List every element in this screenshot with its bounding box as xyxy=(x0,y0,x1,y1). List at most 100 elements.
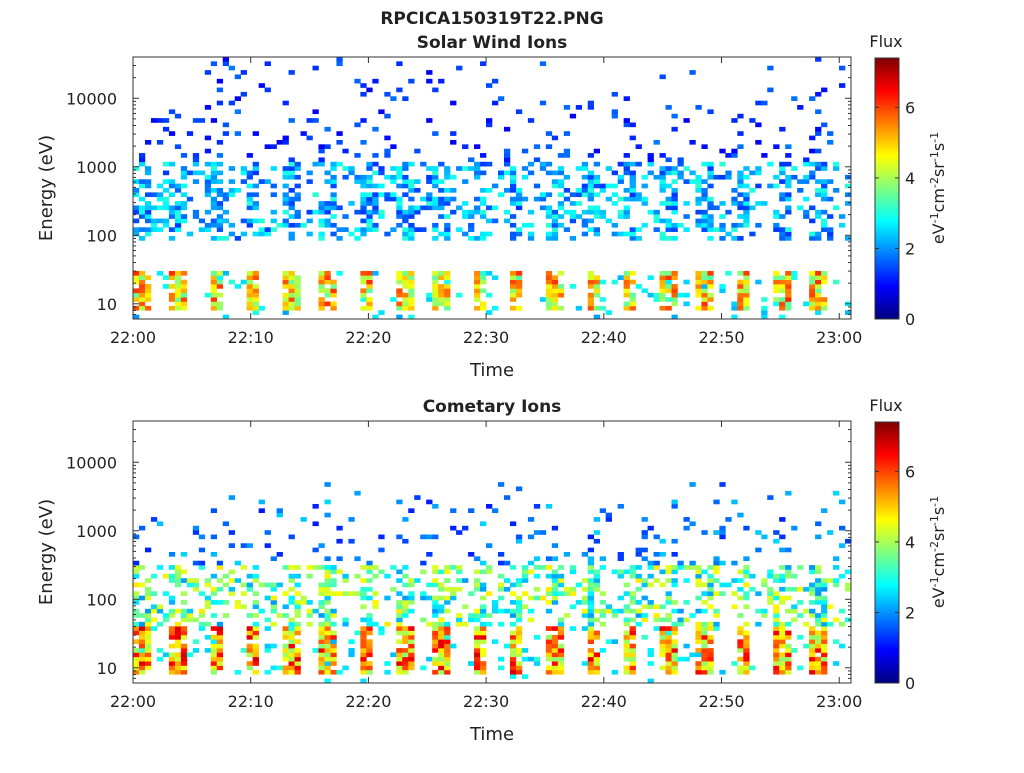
heatmap-cell xyxy=(839,83,846,88)
heatmap-cell xyxy=(432,578,439,583)
heatmap-cell xyxy=(503,586,511,592)
heatmap-cell xyxy=(695,630,702,636)
heatmap-cell xyxy=(252,270,259,276)
heatmap-cell xyxy=(384,91,391,97)
heatmap-cell xyxy=(264,648,271,653)
heatmap-cell xyxy=(539,530,547,535)
heatmap-cell xyxy=(402,600,409,605)
heatmap-cell xyxy=(779,586,786,592)
heatmap-cell xyxy=(372,196,379,202)
heatmap-cell xyxy=(402,275,409,280)
heatmap-cell xyxy=(599,183,606,189)
heatmap-cell xyxy=(629,573,636,579)
heatmap-cell xyxy=(486,270,493,276)
heatmap-cell xyxy=(815,656,822,662)
heatmap-cell xyxy=(138,652,146,658)
heatmap-cell xyxy=(144,643,152,649)
heatmap-cell xyxy=(701,305,708,311)
heatmap-cell xyxy=(545,170,553,176)
heatmap-cell xyxy=(162,179,170,184)
heatmap-cell xyxy=(785,284,792,289)
heatmap-cell xyxy=(300,131,307,136)
heatmap-cell xyxy=(240,231,247,237)
heatmap-cell xyxy=(324,678,331,684)
heatmap-cell xyxy=(186,170,194,176)
heatmap-cell xyxy=(384,196,391,202)
heatmap-cell xyxy=(629,591,636,596)
heatmap-cell xyxy=(288,279,295,285)
heatmap-cell xyxy=(150,517,158,522)
heatmap-cell xyxy=(306,218,313,224)
heatmap-cell xyxy=(743,621,750,627)
heatmap-cell xyxy=(168,131,176,136)
heatmap-cell xyxy=(629,161,636,167)
heatmap-cell xyxy=(330,214,337,219)
heatmap-cell xyxy=(480,288,487,294)
heatmap-cell xyxy=(779,284,786,289)
heatmap-cell xyxy=(815,284,822,289)
heatmap-cell xyxy=(707,236,714,241)
heatmap-cell xyxy=(312,521,319,527)
heatmap-cell xyxy=(252,310,259,315)
heatmap-cell xyxy=(270,604,277,610)
heatmap-cell xyxy=(486,292,493,298)
heatmap-cell xyxy=(665,569,672,575)
heatmap-cell xyxy=(486,122,493,128)
colorbar-tick-label: 0 xyxy=(905,674,915,693)
heatmap-cell xyxy=(174,634,182,640)
heatmap-cell xyxy=(779,126,786,132)
heatmap-cell xyxy=(168,236,176,241)
heatmap-cell xyxy=(707,205,714,211)
heatmap-cell xyxy=(318,543,325,548)
heatmap-cell xyxy=(683,525,690,531)
heatmap-cell xyxy=(288,669,295,675)
heatmap-cell xyxy=(629,608,636,614)
heatmap-cell xyxy=(360,565,367,570)
heatmap-cell xyxy=(210,166,218,171)
heatmap-cell xyxy=(779,621,786,627)
heatmap-cell xyxy=(366,565,373,570)
heatmap-cell xyxy=(360,652,367,658)
heatmap-cell xyxy=(647,161,654,167)
heatmap-cell xyxy=(677,560,684,566)
heatmap-cell xyxy=(420,534,427,540)
heatmap-cell xyxy=(192,170,200,176)
heatmap-cell xyxy=(372,170,379,176)
heatmap-cell xyxy=(180,665,188,671)
heatmap-cell xyxy=(324,270,331,276)
heatmap-cell xyxy=(689,179,696,184)
heatmap-cell xyxy=(779,314,786,320)
heatmap-cell xyxy=(474,556,481,562)
heatmap-cell xyxy=(773,288,780,294)
heatmap-cell xyxy=(719,482,726,487)
heatmap-cell xyxy=(551,656,559,662)
heatmap-cell xyxy=(378,547,385,553)
heatmap-cell xyxy=(671,643,678,649)
heatmap-cell xyxy=(665,591,672,596)
heatmap-cell xyxy=(426,552,433,557)
heatmap-cell xyxy=(551,665,559,671)
heatmap-cell xyxy=(210,292,218,298)
heatmap-cell xyxy=(587,652,595,658)
heatmap-cell xyxy=(737,297,744,302)
heatmap-cell xyxy=(659,569,666,575)
heatmap-cell xyxy=(635,573,642,579)
heatmap-cell xyxy=(593,284,600,289)
heatmap-cell xyxy=(761,608,768,614)
heatmap-cell xyxy=(545,556,553,562)
heatmap-cell xyxy=(701,582,708,588)
heatmap-cell xyxy=(492,508,499,513)
heatmap-cell xyxy=(671,188,678,193)
heatmap-cell xyxy=(755,222,762,228)
heatmap-cell xyxy=(527,231,535,237)
heatmap-cell xyxy=(713,613,720,618)
heatmap-cell xyxy=(168,565,176,570)
heatmap-cell xyxy=(396,301,403,307)
heatmap-cell xyxy=(815,148,822,154)
heatmap-cell xyxy=(318,648,325,653)
heatmap-cell xyxy=(815,91,822,97)
heatmap-cell xyxy=(366,569,373,575)
heatmap-cell xyxy=(210,508,218,513)
heatmap-cell xyxy=(623,621,630,627)
heatmap-cell xyxy=(180,617,188,623)
